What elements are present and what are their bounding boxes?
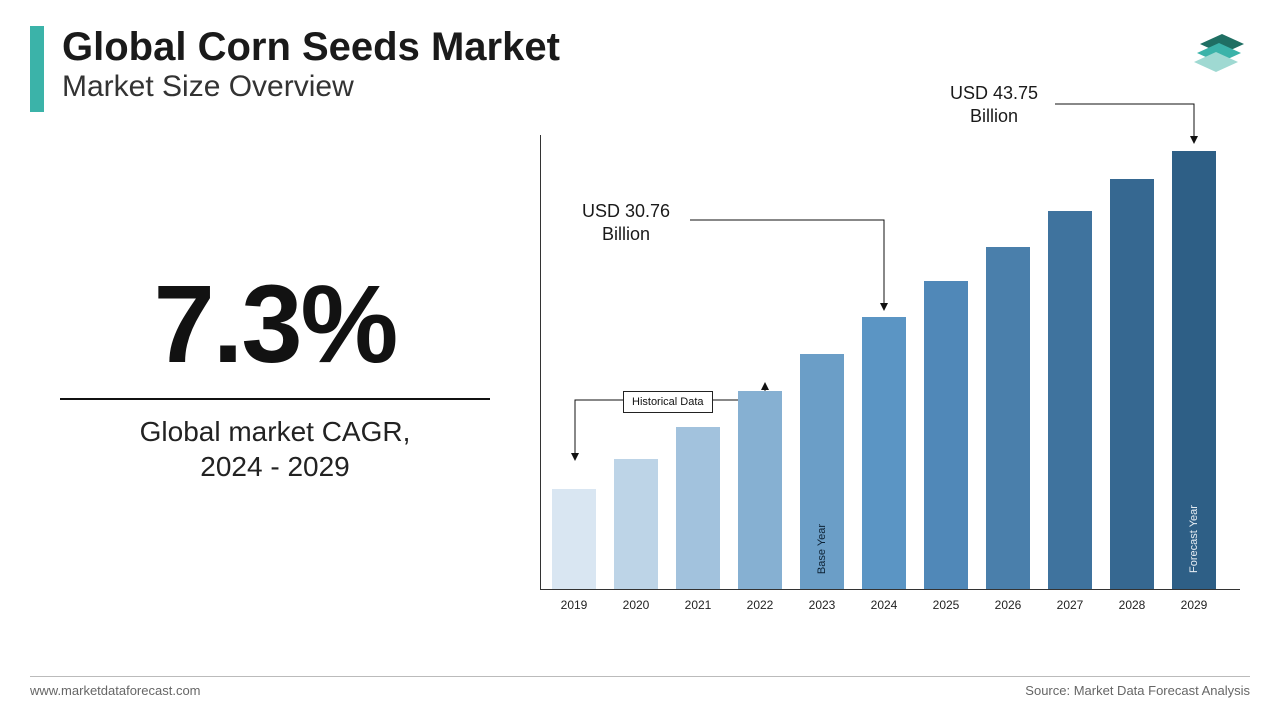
cagr-block: 7.3% Global market CAGR, 2024 - 2029	[60, 270, 490, 484]
cagr-label-line2: 2024 - 2029	[200, 451, 349, 482]
x-label-2022: 2022	[738, 598, 782, 612]
x-label-2019: 2019	[552, 598, 596, 612]
page-subtitle: Market Size Overview	[62, 70, 560, 104]
bar-2021	[676, 427, 720, 589]
title-group: Global Corn Seeds Market Market Size Ove…	[62, 26, 560, 104]
x-label-2021: 2021	[676, 598, 720, 612]
bar-2029: Forecast Year	[1172, 151, 1216, 589]
divider	[60, 398, 490, 400]
footer-url: www.marketdataforecast.com	[30, 683, 201, 702]
cagr-value: 7.3%	[60, 270, 490, 380]
bars-container: Base Year Forecast Year	[540, 100, 1240, 590]
header: Global Corn Seeds Market Market Size Ove…	[30, 26, 560, 112]
footer-source: Source: Market Data Forecast Analysis	[1025, 683, 1250, 702]
page-title: Global Corn Seeds Market	[62, 26, 560, 68]
bar-chart: USD 43.75 Billion USD 30.76 Billion Hist…	[540, 90, 1240, 620]
plot-area: Historical Data Base YearForecast Year	[540, 100, 1240, 590]
bar-2025	[924, 281, 968, 589]
bar-2027	[1048, 211, 1092, 589]
cagr-label: Global market CAGR, 2024 - 2029	[60, 414, 490, 484]
bar-2024	[862, 317, 906, 589]
footer: www.marketdataforecast.com Source: Marke…	[30, 676, 1250, 702]
bar-2022	[738, 391, 782, 589]
bar-2026	[986, 247, 1030, 589]
cagr-label-line1: Global market CAGR,	[140, 416, 411, 447]
forecast-year-label: Forecast Year	[1188, 505, 1200, 573]
x-label-2023: 2023	[800, 598, 844, 612]
accent-bar	[30, 26, 44, 112]
x-label-2029: 2029	[1172, 598, 1216, 612]
x-label-2028: 2028	[1110, 598, 1154, 612]
x-labels: 2019 2020 2021 2022 2023 2024 2025 2026 2027 2028…	[540, 590, 1240, 620]
bar-2028	[1110, 179, 1154, 589]
page-root: Global Corn Seeds Market Market Size Ove…	[0, 0, 1280, 720]
brand-logo-icon	[1192, 24, 1252, 85]
base-year-label: Base Year	[816, 524, 828, 574]
x-label-2026: 2026	[986, 598, 1030, 612]
x-label-2020: 2020	[614, 598, 658, 612]
x-label-2024: 2024	[862, 598, 906, 612]
x-label-2025: 2025	[924, 598, 968, 612]
bar-2019	[552, 489, 596, 589]
bar-2020	[614, 459, 658, 589]
x-label-2027: 2027	[1048, 598, 1092, 612]
bar-2023: Base Year	[800, 354, 844, 589]
